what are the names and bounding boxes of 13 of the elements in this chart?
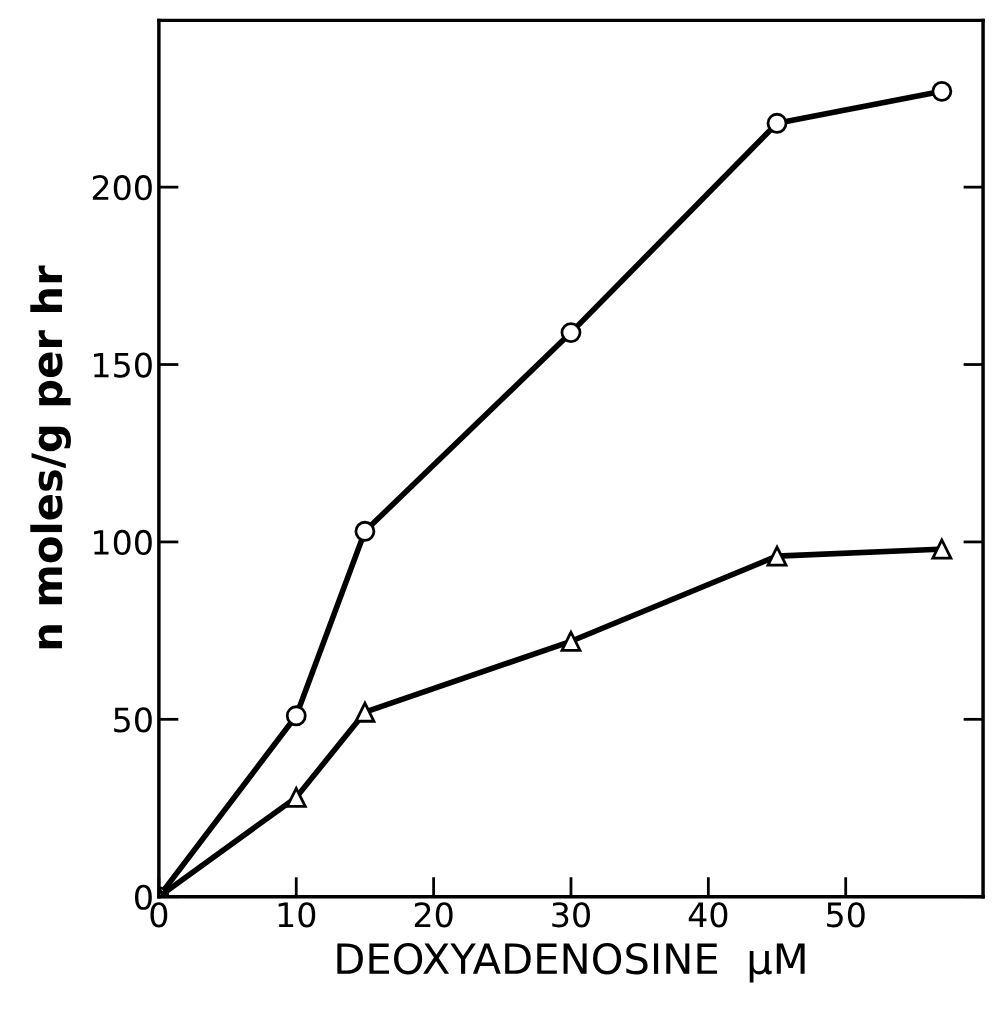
x-tick-label: 10 xyxy=(278,902,316,928)
x-tick-label: 50 xyxy=(827,902,865,928)
y-axis-title: n moles/g per hr xyxy=(30,265,71,649)
x-tick-label: 20 xyxy=(414,902,453,928)
x-axis-title: DEOXYADENOSINE μM xyxy=(337,942,805,983)
y-tick-label: 0 xyxy=(135,884,152,910)
y-tick-label: 200 xyxy=(92,175,152,201)
x-tick-label: 30 xyxy=(552,902,590,928)
x-tick-label: 40 xyxy=(688,902,728,928)
x-tick-label: 0 xyxy=(150,902,168,928)
y-tick-label: 100 xyxy=(94,529,152,556)
y-tick-label: 150 xyxy=(94,352,152,378)
y-tick-label: 50 xyxy=(114,707,152,733)
